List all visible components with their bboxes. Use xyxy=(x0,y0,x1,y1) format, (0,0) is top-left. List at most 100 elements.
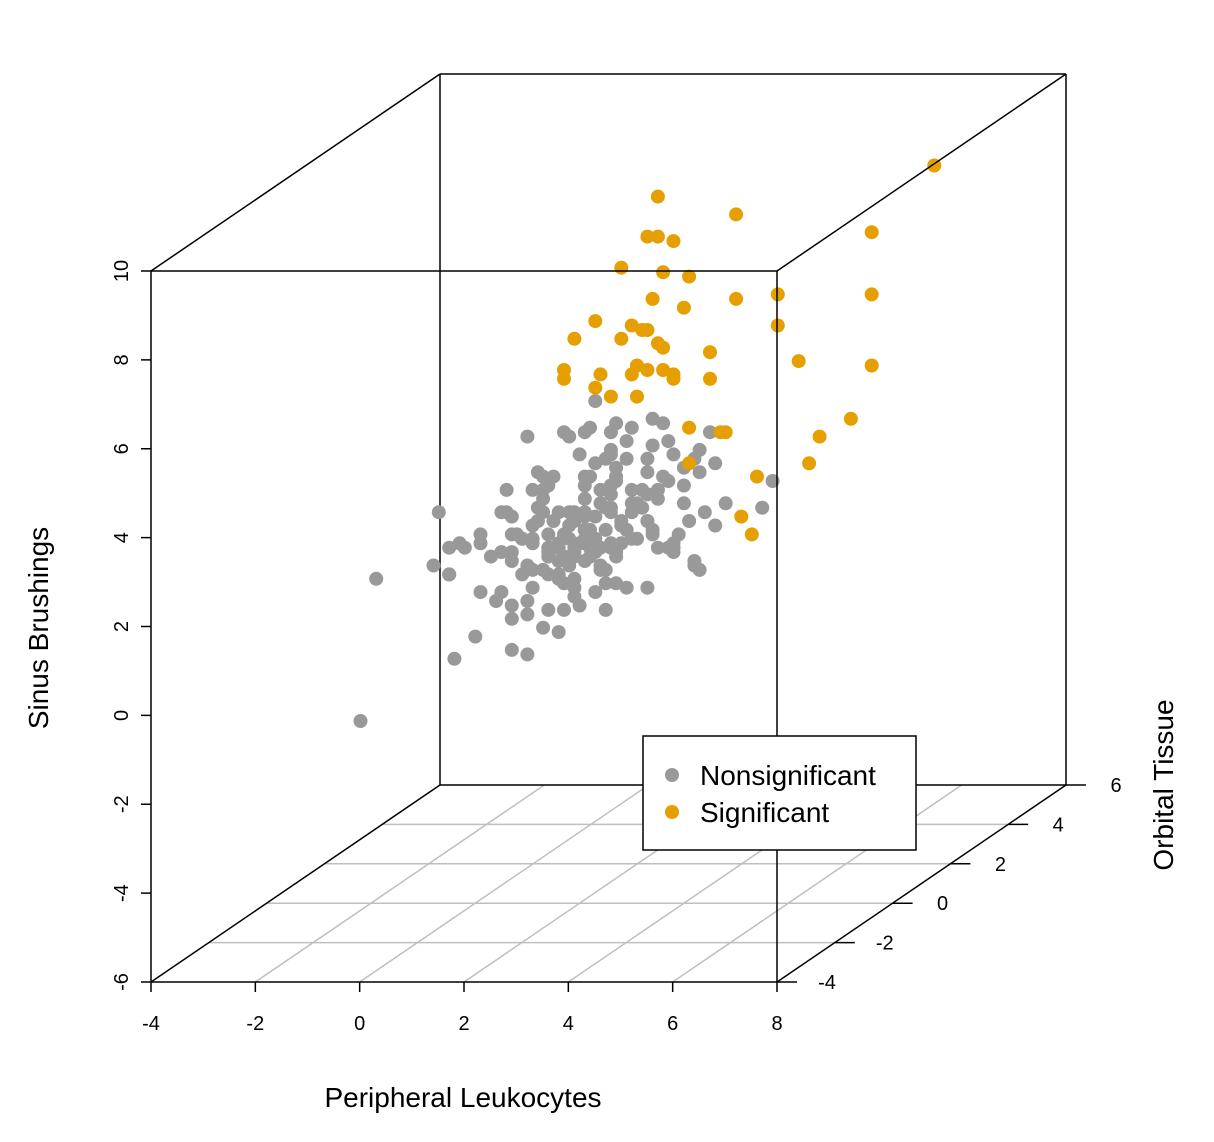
point-nonsignificant xyxy=(692,562,707,577)
point-nonsignificant xyxy=(603,478,618,493)
point-significant xyxy=(614,260,629,275)
y-tick-label: -2 xyxy=(876,933,894,955)
point-nonsignificant xyxy=(557,527,571,542)
point-nonsignificant xyxy=(583,531,597,546)
point-nonsignificant xyxy=(442,567,457,582)
point-nonsignificant xyxy=(588,394,603,409)
point-nonsignificant xyxy=(489,594,504,608)
point-nonsignificant xyxy=(577,509,592,524)
point-significant xyxy=(713,425,728,440)
point-nonsignificant xyxy=(541,527,556,542)
point-nonsignificant xyxy=(588,509,603,524)
point-nonsignificant xyxy=(583,420,597,435)
point-significant xyxy=(703,345,717,360)
point-nonsignificant xyxy=(666,545,681,560)
point-significant xyxy=(682,420,697,435)
point-nonsignificant xyxy=(650,540,665,555)
point-nonsignificant xyxy=(520,429,535,444)
point-nonsignificant xyxy=(567,589,582,604)
y-tick-label: 0 xyxy=(937,893,948,915)
point-significant xyxy=(791,354,806,369)
point-significant xyxy=(676,300,691,315)
point-significant xyxy=(624,367,639,382)
point-nonsignificant xyxy=(583,469,597,484)
point-nonsignificant xyxy=(452,536,467,551)
point-nonsignificant xyxy=(609,576,624,591)
axis-ticks xyxy=(141,270,1086,992)
y-axis-title: Orbital Tissue xyxy=(1148,699,1179,870)
point-significant xyxy=(744,527,759,542)
floor-grid-line-x xyxy=(254,784,545,983)
point-nonsignificant xyxy=(468,629,483,644)
point-nonsignificant xyxy=(640,514,655,528)
legend-box xyxy=(642,735,917,851)
point-nonsignificant xyxy=(598,522,613,537)
point-nonsignificant xyxy=(557,602,571,617)
point-nonsignificant xyxy=(520,594,535,608)
point-significant xyxy=(734,509,749,524)
point-nonsignificant xyxy=(499,482,514,497)
point-significant xyxy=(770,287,785,302)
point-significant xyxy=(645,291,660,306)
point-significant xyxy=(588,380,603,395)
point-nonsignificant xyxy=(682,514,697,528)
point-nonsignificant xyxy=(546,540,561,555)
point-nonsignificant xyxy=(525,482,540,497)
point-nonsignificant xyxy=(504,611,519,626)
point-nonsignificant xyxy=(546,514,561,528)
point-nonsignificant xyxy=(473,585,488,600)
tick-labels: -4 -2 0 2 4 6 8 -6 -4 -2 0 2 4 6 8 10 -4 -2 0 2 4 6 xyxy=(111,260,1122,1035)
point-nonsignificant xyxy=(609,549,624,564)
z-tick-label: 4 xyxy=(111,532,133,543)
point-nonsignificant xyxy=(624,482,639,497)
box-edge xyxy=(776,73,1067,272)
point-nonsignificant xyxy=(598,562,613,577)
point-nonsignificant xyxy=(588,585,603,600)
point-significant xyxy=(864,287,879,302)
point-nonsignificant xyxy=(624,420,639,435)
x-tick-label: 2 xyxy=(458,1013,469,1035)
point-nonsignificant xyxy=(619,434,634,449)
point-nonsignificant xyxy=(510,527,524,542)
point-significant xyxy=(630,389,644,404)
point-nonsignificant xyxy=(536,620,551,635)
y-tick-label: -4 xyxy=(818,972,836,994)
point-nonsignificant xyxy=(499,505,514,520)
point-nonsignificant xyxy=(661,474,676,488)
point-nonsignificant xyxy=(562,505,577,520)
point-nonsignificant xyxy=(525,562,540,577)
point-nonsignificant xyxy=(708,456,723,471)
point-nonsignificant xyxy=(483,549,498,564)
point-significant xyxy=(656,340,671,355)
point-significant xyxy=(593,367,608,382)
z-tick-label: -4 xyxy=(111,884,133,902)
point-significant xyxy=(614,331,629,346)
point-nonsignificant xyxy=(520,607,535,622)
point-nonsignificant xyxy=(614,536,629,551)
point-nonsignificant xyxy=(520,647,535,662)
point-significant xyxy=(640,363,655,377)
point-nonsignificant xyxy=(567,571,582,586)
point-significant xyxy=(812,429,827,444)
point-significant xyxy=(682,269,697,284)
point-nonsignificant xyxy=(504,598,519,613)
x-tick-label: 0 xyxy=(354,1013,365,1035)
x-tick-label: 8 xyxy=(771,1013,782,1035)
point-nonsignificant xyxy=(676,478,691,493)
point-significant xyxy=(567,331,582,346)
point-significant xyxy=(557,363,571,377)
point-nonsignificant xyxy=(473,536,488,551)
z-tick-label: -6 xyxy=(111,973,133,991)
point-nonsignificant xyxy=(645,411,660,426)
point-significant xyxy=(666,367,681,382)
x-axis-title: Peripheral Leukocytes xyxy=(324,1082,601,1113)
box-edge xyxy=(150,73,441,272)
point-nonsignificant xyxy=(640,487,655,502)
point-nonsignificant xyxy=(562,558,577,573)
point-significant xyxy=(750,469,764,484)
y-tick-label: 2 xyxy=(995,854,1006,876)
point-nonsignificant xyxy=(426,558,441,573)
point-significant xyxy=(640,323,655,337)
box-edge xyxy=(776,784,1067,983)
point-significant xyxy=(656,265,671,280)
